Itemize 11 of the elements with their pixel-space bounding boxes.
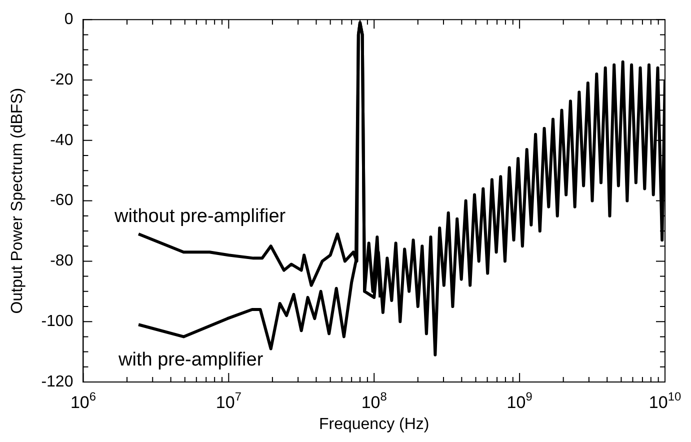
y-tick-label: -100 <box>41 313 74 330</box>
y-tick-label: -40 <box>50 132 74 149</box>
y-tick-label: -20 <box>50 71 74 88</box>
series-label: without pre-amplifier <box>114 206 286 227</box>
y-tick-label: 0 <box>64 11 74 28</box>
y-tick-label: -80 <box>50 252 74 270</box>
y-tick-label: -60 <box>50 192 74 210</box>
x-axis-title: Frequency (Hz) <box>318 416 430 433</box>
y-axis-title: Output Power Spectrum (dBFS) <box>9 88 26 314</box>
series-label: with pre-amplifier <box>118 349 264 370</box>
y-tick-label: -120 <box>41 373 74 390</box>
